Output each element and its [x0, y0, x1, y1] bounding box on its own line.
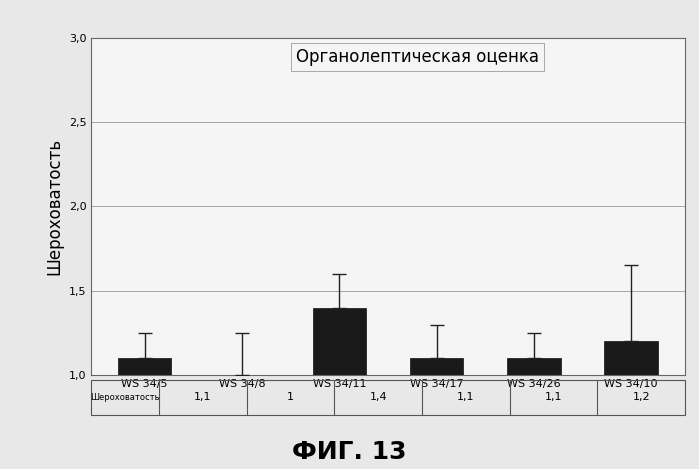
Text: 1,4: 1,4 [370, 393, 387, 402]
Text: ФИГ. 13: ФИГ. 13 [292, 440, 407, 464]
Text: 1,1: 1,1 [457, 393, 475, 402]
Text: 1,2: 1,2 [633, 393, 650, 402]
Text: 1: 1 [287, 393, 294, 402]
Bar [605, 341, 658, 375]
Bar [312, 308, 366, 375]
Bar [507, 358, 561, 375]
Text: Шероховатость: Шероховатость [90, 393, 160, 402]
Text: 1,1: 1,1 [545, 393, 562, 402]
Bar [410, 358, 463, 375]
Y-axis label: Шероховатость: Шероховатость [45, 138, 64, 275]
Text: 1,1: 1,1 [194, 393, 212, 402]
Bar [118, 358, 171, 375]
Text: Органолептическая оценка: Органолептическая оценка [296, 48, 539, 66]
